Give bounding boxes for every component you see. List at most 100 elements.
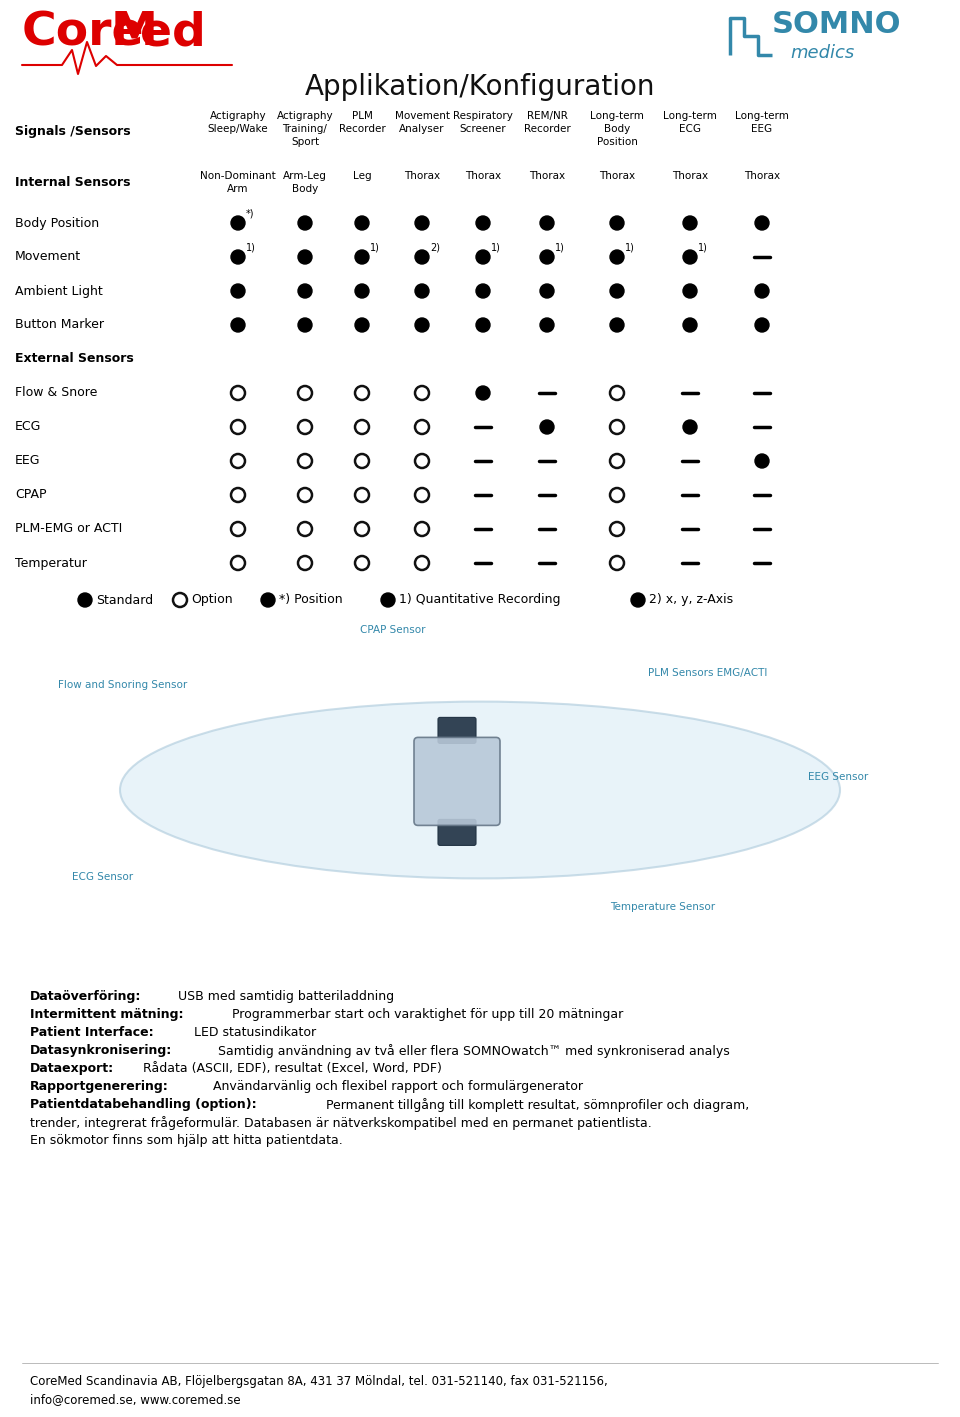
Text: PLM Sensors EMG/ACTI: PLM Sensors EMG/ACTI bbox=[648, 667, 767, 677]
Text: Thorax: Thorax bbox=[529, 171, 565, 181]
Text: PLM
Recorder: PLM Recorder bbox=[339, 111, 385, 133]
Ellipse shape bbox=[120, 701, 840, 879]
Text: M: M bbox=[111, 10, 158, 55]
Text: ECG Sensor: ECG Sensor bbox=[72, 871, 133, 881]
Circle shape bbox=[476, 215, 490, 230]
Text: Button Marker: Button Marker bbox=[15, 319, 104, 332]
Circle shape bbox=[298, 283, 312, 298]
Text: 2): 2) bbox=[430, 242, 440, 254]
Text: *) Position: *) Position bbox=[279, 594, 343, 606]
Text: Actigraphy
Training/
Sport: Actigraphy Training/ Sport bbox=[276, 111, 333, 146]
Text: ed: ed bbox=[140, 10, 205, 55]
Text: REM/NR
Recorder: REM/NR Recorder bbox=[523, 111, 570, 133]
Text: Ambient Light: Ambient Light bbox=[15, 285, 103, 298]
Circle shape bbox=[540, 419, 554, 434]
Circle shape bbox=[683, 283, 697, 298]
Text: Long-term
ECG: Long-term ECG bbox=[663, 111, 717, 133]
Text: Temperature Sensor: Temperature Sensor bbox=[610, 903, 715, 913]
Circle shape bbox=[683, 215, 697, 230]
Text: medics: medics bbox=[790, 44, 854, 62]
Circle shape bbox=[755, 453, 769, 468]
Circle shape bbox=[298, 215, 312, 230]
Text: Samtidig användning av två eller flera SOMNOwatch™ med synkroniserad analys: Samtidig användning av två eller flera S… bbox=[213, 1044, 730, 1058]
Text: Rapportgenerering:: Rapportgenerering: bbox=[30, 1080, 169, 1093]
Circle shape bbox=[355, 283, 369, 298]
Circle shape bbox=[355, 215, 369, 230]
Text: Internal Sensors: Internal Sensors bbox=[15, 177, 131, 190]
Text: Standard: Standard bbox=[96, 594, 154, 606]
Text: 1) Quantitative Recording: 1) Quantitative Recording bbox=[399, 594, 561, 606]
Circle shape bbox=[231, 215, 245, 230]
Text: SOMNO: SOMNO bbox=[772, 10, 901, 40]
Text: info@coremed.se, www.coremed.se: info@coremed.se, www.coremed.se bbox=[30, 1393, 241, 1406]
Text: EEG: EEG bbox=[15, 455, 40, 468]
FancyBboxPatch shape bbox=[414, 737, 500, 825]
Text: Respiratory
Screener: Respiratory Screener bbox=[453, 111, 513, 133]
Circle shape bbox=[610, 317, 624, 332]
Circle shape bbox=[476, 283, 490, 298]
Text: Long-term
EEG: Long-term EEG bbox=[735, 111, 789, 133]
Text: Permanent tillgång till komplett resultat, sömnprofiler och diagram,: Permanent tillgång till komplett resulta… bbox=[323, 1098, 750, 1112]
Text: USB med samtidig batteriladdning: USB med samtidig batteriladdning bbox=[174, 990, 394, 1003]
Text: Movement: Movement bbox=[15, 251, 82, 264]
Text: Signals /Sensors: Signals /Sensors bbox=[15, 126, 131, 139]
Text: Body Position: Body Position bbox=[15, 217, 99, 230]
Text: Leg: Leg bbox=[352, 171, 372, 181]
Text: LED statusindikator: LED statusindikator bbox=[189, 1026, 316, 1039]
Circle shape bbox=[540, 249, 554, 264]
FancyBboxPatch shape bbox=[438, 717, 476, 744]
Circle shape bbox=[683, 249, 697, 264]
Text: Core: Core bbox=[22, 10, 145, 55]
Circle shape bbox=[381, 592, 395, 606]
Text: Programmerbar start och varaktighet för upp till 20 mätningar: Programmerbar start och varaktighet för … bbox=[228, 1007, 623, 1022]
Text: PLM-EMG or ACTI: PLM-EMG or ACTI bbox=[15, 523, 122, 536]
Text: CoreMed Scandinavia AB, Flöjelbergsgatan 8A, 431 37 Mölndal, tel. 031-521140, fa: CoreMed Scandinavia AB, Flöjelbergsgatan… bbox=[30, 1374, 608, 1389]
Text: CPAP: CPAP bbox=[15, 489, 46, 502]
Circle shape bbox=[298, 317, 312, 332]
Text: 2) x, y, z-Axis: 2) x, y, z-Axis bbox=[649, 594, 733, 606]
Text: 1): 1) bbox=[491, 242, 501, 254]
Text: trender, integrerat frågeformulär. Databasen är nätverkskompatibel med en perman: trender, integrerat frågeformulär. Datab… bbox=[30, 1117, 652, 1129]
Text: 1): 1) bbox=[370, 242, 380, 254]
Circle shape bbox=[755, 317, 769, 332]
Text: Actigraphy
Sleep/Wake: Actigraphy Sleep/Wake bbox=[207, 111, 268, 133]
Circle shape bbox=[755, 215, 769, 230]
Text: ECG: ECG bbox=[15, 421, 41, 434]
Circle shape bbox=[540, 317, 554, 332]
Circle shape bbox=[631, 592, 645, 606]
Text: Non-Dominant
Arm: Non-Dominant Arm bbox=[200, 171, 276, 194]
Circle shape bbox=[610, 215, 624, 230]
Text: 1): 1) bbox=[555, 242, 564, 254]
Text: Option: Option bbox=[191, 594, 232, 606]
Circle shape bbox=[355, 317, 369, 332]
Circle shape bbox=[78, 592, 92, 606]
Text: Thorax: Thorax bbox=[465, 171, 501, 181]
Circle shape bbox=[683, 317, 697, 332]
Circle shape bbox=[355, 249, 369, 264]
Text: CPAP Sensor: CPAP Sensor bbox=[360, 625, 425, 635]
Text: Patient Interface:: Patient Interface: bbox=[30, 1026, 154, 1039]
Text: Thorax: Thorax bbox=[744, 171, 780, 181]
Circle shape bbox=[755, 283, 769, 298]
Text: Datasynkronisering:: Datasynkronisering: bbox=[30, 1044, 172, 1057]
Circle shape bbox=[476, 249, 490, 264]
Text: Long-term
Body
Position: Long-term Body Position bbox=[590, 111, 644, 146]
Circle shape bbox=[261, 592, 275, 606]
Text: Thorax: Thorax bbox=[599, 171, 636, 181]
Text: 1): 1) bbox=[246, 242, 256, 254]
Circle shape bbox=[415, 283, 429, 298]
Circle shape bbox=[415, 215, 429, 230]
Text: External Sensors: External Sensors bbox=[15, 353, 133, 366]
Text: Flow & Snore: Flow & Snore bbox=[15, 387, 97, 400]
Text: Användarvänlig och flexibel rapport och formulärgenerator: Användarvänlig och flexibel rapport och … bbox=[209, 1080, 583, 1093]
Text: EEG Sensor: EEG Sensor bbox=[808, 772, 868, 782]
Text: *): *) bbox=[246, 208, 254, 220]
Circle shape bbox=[231, 283, 245, 298]
Text: Patientdatabehandling (option):: Patientdatabehandling (option): bbox=[30, 1098, 256, 1111]
FancyBboxPatch shape bbox=[438, 819, 476, 846]
Circle shape bbox=[476, 385, 490, 400]
Circle shape bbox=[476, 317, 490, 332]
Circle shape bbox=[540, 283, 554, 298]
Text: Thorax: Thorax bbox=[672, 171, 708, 181]
Text: En sökmotor finns som hjälp att hitta patientdata.: En sökmotor finns som hjälp att hitta pa… bbox=[30, 1134, 343, 1146]
